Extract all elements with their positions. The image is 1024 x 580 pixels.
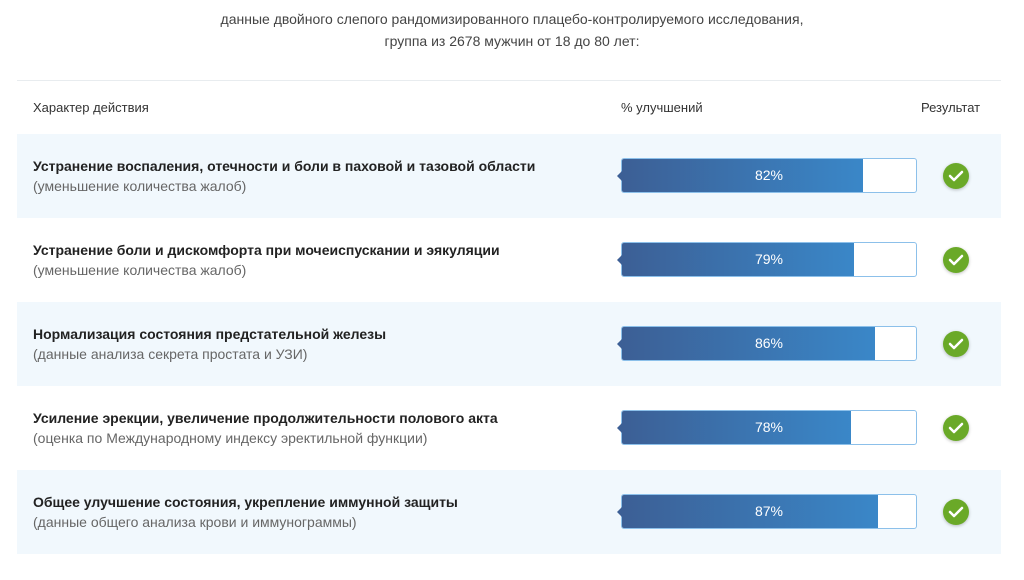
table-row: Устранение воспаления, отечности и боли … <box>17 134 1001 218</box>
intro-line-2: группа из 2678 мужчин от 18 до 80 лет: <box>384 33 640 49</box>
intro-line-1: данные двойного слепого рандомизированно… <box>220 11 804 27</box>
row-subtitle: (данные анализа секрета простата и УЗИ) <box>33 346 308 362</box>
check-icon <box>943 331 969 357</box>
progress-label: 78% <box>754 419 784 435</box>
row-title: Усиление эрекции, увеличение продолжител… <box>33 410 498 426</box>
progress-fill <box>622 411 852 444</box>
bar-notch <box>617 255 622 265</box>
check-icon <box>943 247 969 273</box>
progress-bar: 82% <box>617 158 917 193</box>
row-subtitle: (уменьшение количества жалоб) <box>33 262 247 278</box>
table-row: Нормализация состояния предстательной же… <box>17 302 1001 386</box>
progress-label: 79% <box>754 251 784 267</box>
bar-notch <box>617 423 622 433</box>
progress-fill <box>622 495 878 528</box>
header-improvement: % улучшений <box>621 100 703 115</box>
header-action: Характер действия <box>33 100 149 115</box>
header-result: Результат <box>921 100 981 115</box>
table-row: Общее улучшение состояния, укрепление им… <box>17 470 1001 554</box>
progress-fill <box>622 159 864 192</box>
bar-notch <box>617 339 622 349</box>
study-description: данные двойного слепого рандомизированно… <box>0 8 1024 52</box>
check-icon <box>943 415 969 441</box>
row-title: Нормализация состояния предстательной же… <box>33 326 387 342</box>
bar-notch <box>617 507 622 517</box>
progress-fill <box>622 243 855 276</box>
table-row: Устранение боли и дискомфорта при мочеис… <box>17 218 1001 302</box>
row-subtitle: (уменьшение количества жалоб) <box>33 178 247 194</box>
check-icon <box>943 163 969 189</box>
progress-label: 87% <box>754 503 784 519</box>
row-subtitle: (оценка по Международному индексу эректи… <box>33 430 428 446</box>
table-row: Усиление эрекции, увеличение продолжител… <box>17 386 1001 470</box>
check-icon <box>943 499 969 525</box>
row-title: Устранение боли и дискомфорта при мочеис… <box>33 242 500 258</box>
progress-bar: 79% <box>617 242 917 277</box>
progress-fill <box>622 327 875 360</box>
progress-label: 82% <box>754 167 784 183</box>
progress-label: 86% <box>754 335 784 351</box>
row-title: Устранение воспаления, отечности и боли … <box>33 158 536 174</box>
bar-notch <box>617 171 622 181</box>
divider <box>17 80 1001 81</box>
progress-bar: 87% <box>617 494 917 529</box>
row-title: Общее улучшение состояния, укрепление им… <box>33 494 458 510</box>
progress-bar: 86% <box>617 326 917 361</box>
row-subtitle: (данные общего анализа крови и иммуногра… <box>33 514 357 530</box>
progress-bar: 78% <box>617 410 917 445</box>
